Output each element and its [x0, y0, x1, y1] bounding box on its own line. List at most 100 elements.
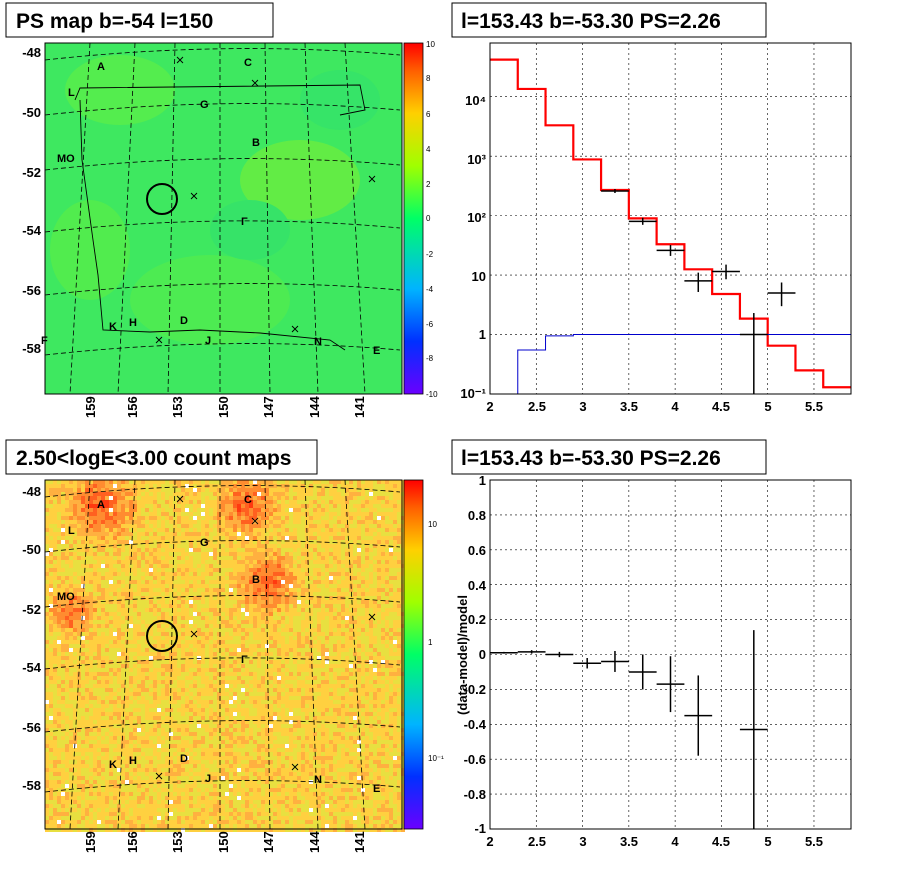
- region-label: C: [244, 57, 252, 69]
- x-tick-label: 159: [83, 831, 98, 853]
- x-tick-label: 153: [170, 831, 185, 853]
- y-tick-label: -56: [22, 283, 41, 298]
- ps-map-x-ticks: 159 156 153 150 147 144 141: [83, 396, 367, 418]
- x-tick-label: 150: [216, 396, 231, 418]
- residual-y-label: (data-model)/model: [455, 595, 470, 715]
- region-label: J: [205, 335, 211, 347]
- data-point: [601, 651, 629, 672]
- y-tick-label: 0.6: [468, 543, 486, 558]
- count-map-title-box: [5, 439, 318, 475]
- colorbar-tick-label: -8: [426, 354, 434, 363]
- x-tick-label: 5: [764, 834, 771, 849]
- count-map-colorbar: [403, 479, 424, 830]
- ps-map-title-box: [5, 2, 274, 38]
- x-tick-label: 159: [83, 396, 98, 418]
- data-point: [545, 651, 574, 658]
- y-tick-label: -1: [474, 821, 486, 836]
- spectrum-title-box: [451, 2, 767, 38]
- colorbar-tick-label: 0: [426, 214, 431, 223]
- region-label: MO: [57, 153, 75, 165]
- count-map-panel: A C L G B MO Γ K H D J N E -48 -50 -52 -…: [5, 439, 444, 853]
- y-tick-label: -0.4: [464, 717, 487, 732]
- region-label: H: [129, 317, 137, 329]
- data-point: [628, 654, 657, 690]
- data-point: [767, 282, 796, 307]
- x-tick-label: 144: [307, 396, 322, 418]
- model-step-line: [490, 58, 851, 389]
- colorbar-tick-label: -2: [426, 250, 434, 259]
- ps-map-colorbar: [403, 42, 424, 395]
- ps-map-source-circle: [146, 183, 178, 215]
- x-tick-label: 144: [307, 831, 322, 853]
- ps-map-y-ticks: -48 -50 -52 -54 -56 -58: [22, 45, 42, 356]
- colorbar-tick-label: 1: [428, 638, 433, 647]
- x-tick-label: 5.5: [805, 834, 823, 849]
- count-map-region-labels: A C L G B MO Γ K H D J N E: [57, 494, 380, 795]
- region-label: B: [252, 574, 260, 586]
- ps-map-panel: A C L G B MO Γ K H D J N E F -48 -50 -52…: [5, 2, 438, 418]
- y-tick-label: 10³: [467, 152, 486, 167]
- x-tick-label: 2.5: [528, 834, 546, 849]
- data-point: [712, 264, 740, 280]
- residual-y-ticks: 1 0.8 0.6 0.4 0.2 0 -0.2 -0.4 -0.6 -0.8 …: [464, 473, 487, 836]
- spectrum-x-ticks: 2 2.5 3 3.5 4 4.5 5 5.5: [486, 399, 823, 414]
- colorbar-tick-label: 6: [426, 110, 431, 119]
- y-tick-label: 1: [479, 473, 486, 488]
- region-label: L: [68, 87, 75, 99]
- y-tick-label: -58: [22, 778, 41, 793]
- x-tick-label: 141: [352, 831, 367, 853]
- count-map-cross-marks: [155, 495, 376, 780]
- x-tick-label: 4.5: [712, 834, 730, 849]
- region-label: Γ: [241, 654, 248, 666]
- y-tick-label: -54: [22, 660, 42, 675]
- ps-map-colorbar-ticks: 10 8 6 4 2 0 -2 -4 -6 -8 -10: [426, 40, 438, 399]
- x-tick-label: 141: [352, 396, 367, 418]
- region-label: H: [129, 755, 137, 767]
- spectrum-frame: [489, 42, 852, 395]
- region-label: N: [314, 774, 322, 786]
- residual-grid: [490, 480, 851, 829]
- spectrum-title: l=153.43 b=-53.30 PS=2.26: [461, 10, 721, 33]
- x-tick-label: 3: [579, 399, 586, 414]
- x-tick-label: 2: [486, 834, 493, 849]
- region-label: A: [97, 499, 105, 511]
- ps-map-cross-marks: [155, 56, 376, 344]
- y-tick-label: 1: [479, 327, 486, 342]
- residual-frame: [489, 479, 852, 830]
- data-point: [684, 675, 713, 756]
- spectrum-model-line: [490, 58, 851, 389]
- y-tick-label: 0.8: [468, 508, 486, 523]
- region-label: K: [109, 759, 117, 771]
- source-step-line: [490, 334, 851, 395]
- y-tick-label: -0.2: [464, 682, 486, 697]
- colorbar-tick-label: 10: [426, 40, 435, 49]
- spectrum-grid: [490, 43, 851, 394]
- y-tick-label: -0.8: [464, 787, 486, 802]
- y-tick-label: -52: [22, 165, 41, 180]
- x-tick-label: 2: [486, 399, 493, 414]
- x-tick-label: 2.5: [528, 399, 546, 414]
- region-label: K: [109, 321, 117, 333]
- count-map-source-circle: [146, 620, 178, 652]
- data-point: [739, 630, 768, 829]
- colorbar-tick-label: 10: [428, 520, 437, 529]
- y-tick-label: -50: [22, 105, 41, 120]
- region-label: J: [205, 773, 211, 785]
- data-point: [656, 656, 685, 713]
- data-point: [490, 651, 518, 654]
- region-label: A: [97, 61, 105, 73]
- x-tick-label: 4: [671, 399, 679, 414]
- region-label: E: [373, 345, 380, 357]
- region-label: G: [200, 99, 209, 111]
- residual-panel: 2 2.5 3 3.5 4 4.5 5 5.5 1 0.8 0.6 0.4 0.…: [451, 439, 852, 849]
- colorbar-tick-label: -6: [426, 320, 434, 329]
- y-tick-label: 10: [472, 269, 486, 284]
- count-map-colorbar-ticks: 10 1 10⁻¹: [428, 520, 444, 763]
- y-tick-label: 10⁴: [465, 93, 486, 108]
- data-point: [656, 245, 685, 256]
- data-point: [684, 272, 713, 292]
- y-tick-label: 0.4: [468, 578, 487, 593]
- y-tick-label: 0.2: [468, 612, 486, 627]
- ps-map-region-outline: [74, 84, 366, 351]
- x-tick-label: 5.5: [805, 399, 823, 414]
